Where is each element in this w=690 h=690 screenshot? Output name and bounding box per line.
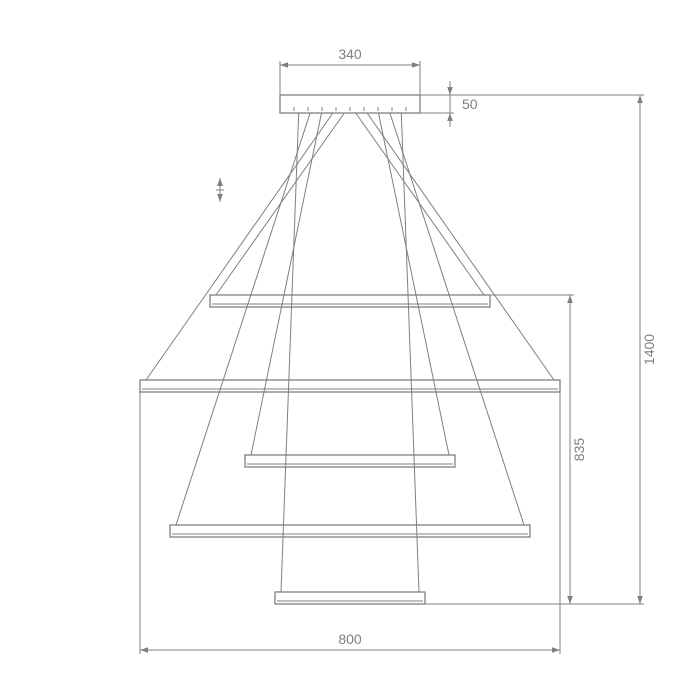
dim-max-width: 800 [338,631,362,647]
ring-1 [210,295,490,307]
dim-canopy-width: 340 [338,46,362,62]
technical-drawing: 340 50 1400 835 800 [0,0,690,690]
suspension-wires [146,113,554,592]
ring-3 [245,455,455,467]
dim-rings-height: 835 [571,438,587,462]
ring-2 [140,380,560,392]
ring-5 [275,592,425,604]
ring-4 [170,525,530,537]
dim-total-height: 1400 [641,334,657,365]
dim-canopy-height: 50 [462,96,478,112]
